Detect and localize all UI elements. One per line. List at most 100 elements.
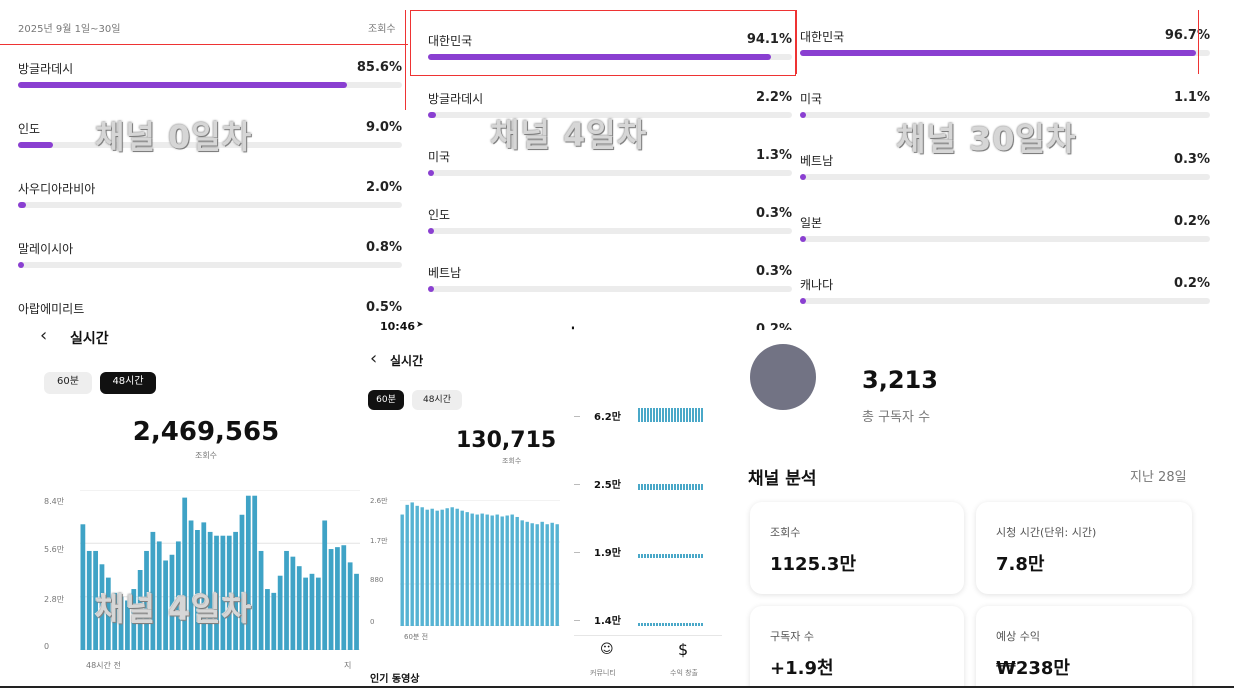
chart-bar bbox=[430, 508, 434, 626]
total-views-label: 조회수 bbox=[194, 451, 218, 460]
video-views-label: 1.9만 bbox=[594, 548, 621, 559]
chart-bar bbox=[290, 556, 296, 650]
country-row: 인도 0.3% bbox=[410, 206, 796, 264]
country-percent: 1.3% bbox=[755, 148, 792, 163]
tab-60min[interactable]: 60분 bbox=[368, 390, 404, 410]
signal-wifi-battery-icon: ▂▄▆ bbox=[572, 320, 574, 330]
metric-card-views[interactable]: 조회수 1125.3만 bbox=[750, 502, 964, 594]
share-bar-track bbox=[428, 112, 792, 118]
country-name: 아랍에미리트 bbox=[18, 302, 85, 316]
chart-bar bbox=[455, 508, 459, 626]
country-name: 베트남 bbox=[428, 266, 462, 280]
country-percent: 0.5% bbox=[365, 300, 402, 315]
country-row: 방글라데시 2.2% bbox=[410, 90, 796, 148]
metric-card-revenue[interactable]: 예상 수익 ₩238만 bbox=[976, 606, 1192, 688]
country-name: 인도 bbox=[428, 208, 451, 222]
share-bar-track bbox=[428, 228, 792, 234]
country-percent: 2.0% bbox=[365, 180, 402, 195]
location-arrow-icon: ➤ bbox=[416, 320, 424, 330]
country-name: 방글라데시 bbox=[18, 62, 74, 76]
share-bar-fill bbox=[428, 228, 434, 234]
channel-summary: 3,213 총 구독자 수 채널 분석 지난 28일 조회수 1125.3만 시… bbox=[740, 330, 1210, 688]
share-bar-track bbox=[18, 142, 402, 148]
metric-title: 조회수 bbox=[770, 526, 801, 539]
country-percent: 94.1% bbox=[746, 32, 792, 47]
tab-48h[interactable]: 48시간 bbox=[100, 372, 156, 394]
chart-bar bbox=[118, 596, 124, 650]
divider bbox=[574, 635, 722, 636]
chart-bar bbox=[309, 573, 315, 650]
section-title: 채널 분석 bbox=[748, 469, 817, 489]
chart-bar bbox=[175, 541, 181, 650]
chart-bar bbox=[296, 566, 302, 650]
chart-bar bbox=[239, 514, 245, 650]
share-bar-fill bbox=[428, 112, 436, 118]
total-views-label: 조회수 bbox=[502, 457, 522, 465]
chart-bar bbox=[322, 520, 328, 650]
video-views-label: 1.4만 bbox=[594, 616, 621, 627]
chart-bar bbox=[405, 504, 409, 626]
chart-bar bbox=[137, 570, 143, 650]
video-sparkline bbox=[638, 553, 704, 558]
chart-bar bbox=[245, 495, 251, 650]
chart-bar bbox=[86, 550, 92, 650]
share-bar-track bbox=[18, 262, 402, 268]
nav-revenue[interactable]: 수익 창출 bbox=[670, 669, 698, 677]
dollar-icon[interactable]: $ bbox=[678, 640, 689, 659]
chevron-left-icon[interactable]: ‹ bbox=[370, 348, 378, 369]
column-label: 조회수 bbox=[368, 24, 396, 35]
country-row: 대한민국 96.7% bbox=[796, 28, 1216, 90]
video-sparkline bbox=[638, 408, 704, 422]
tab-48h[interactable]: 48시간 bbox=[412, 390, 462, 410]
chart-bar bbox=[545, 524, 549, 626]
chart-bar bbox=[475, 514, 479, 626]
share-bar-track bbox=[428, 54, 792, 60]
country-percent: 1.1% bbox=[1173, 90, 1210, 105]
metric-value: +1.9천 bbox=[770, 658, 834, 679]
chart-bar bbox=[530, 523, 534, 626]
row-divider bbox=[574, 416, 580, 417]
chart-bar bbox=[480, 513, 484, 626]
chart-bar bbox=[214, 535, 219, 650]
y-tick: 2.8만 bbox=[44, 595, 65, 604]
highlight-line bbox=[405, 10, 406, 110]
chart-bar bbox=[490, 515, 494, 626]
share-bar-track bbox=[800, 50, 1210, 56]
chart-bar bbox=[258, 550, 264, 650]
chart-bar bbox=[425, 509, 429, 626]
chart-bar bbox=[195, 530, 200, 650]
chart-bar bbox=[277, 575, 283, 650]
nav-community[interactable]: 커뮤니티 bbox=[590, 669, 616, 677]
chart-bar bbox=[265, 589, 270, 650]
tab-60min[interactable]: 60분 bbox=[44, 372, 92, 394]
community-icon[interactable]: ☺ bbox=[600, 642, 614, 657]
metric-card-subscribers[interactable]: 구독자 수 +1.9천 bbox=[750, 606, 964, 688]
share-bar-fill bbox=[428, 54, 771, 60]
chart-bar bbox=[415, 505, 419, 626]
metric-title: 구독자 수 bbox=[770, 630, 814, 643]
chart-bar bbox=[188, 520, 194, 650]
y-tick: 0 bbox=[370, 618, 375, 626]
country-percent: 0.3% bbox=[755, 264, 792, 279]
metric-card-watch-time[interactable]: 시청 시간(단위: 시간) 7.8만 bbox=[976, 502, 1192, 594]
video-views-label: 6.2만 bbox=[594, 412, 621, 423]
share-bar-fill bbox=[800, 236, 806, 242]
country-name: 미국 bbox=[428, 150, 451, 164]
chart-bar bbox=[440, 509, 444, 626]
chart-bar bbox=[335, 547, 340, 650]
chevron-left-icon[interactable]: ‹ bbox=[40, 325, 48, 346]
avatar[interactable] bbox=[750, 344, 816, 410]
country-name: 말레이시아 bbox=[18, 242, 74, 256]
chart-bar bbox=[520, 520, 524, 626]
chart-bar bbox=[540, 521, 544, 626]
chart-bar bbox=[315, 577, 321, 650]
chart-bar bbox=[125, 600, 130, 650]
period-label[interactable]: 지난 28일 bbox=[1130, 470, 1187, 485]
y-tick: 2.6만 bbox=[370, 497, 388, 505]
country-name: 인도 bbox=[18, 122, 41, 136]
panel-day4: 대한민국94.1%방글라데시2.2%미국1.3%인도0.3%베트남0.3%0.2… bbox=[410, 10, 796, 340]
video-views-label: 2.5만 bbox=[594, 480, 621, 491]
country-percent: 0.8% bbox=[365, 240, 402, 255]
chart-bar bbox=[169, 554, 175, 650]
bar-chart-60min bbox=[400, 500, 560, 626]
